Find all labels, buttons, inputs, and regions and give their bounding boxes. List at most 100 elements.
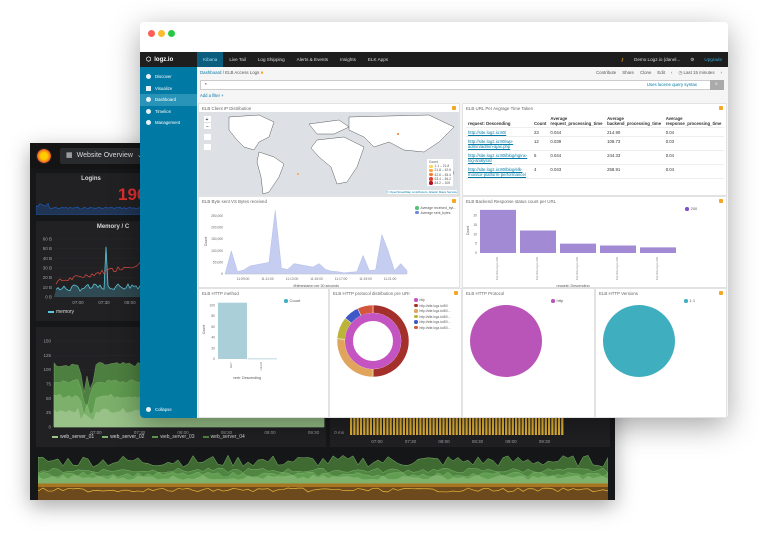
panel-menu-icon[interactable] — [719, 291, 723, 295]
nav-elk-apps[interactable]: ELK Apps — [367, 57, 389, 62]
y-tick-label: 100,000 — [211, 249, 223, 253]
search-input[interactable]: * Uses lucene query syntax — [200, 80, 714, 90]
legend-item[interactable]: http://site.logz.io:80/... — [414, 320, 451, 326]
gear-icon[interactable]: ⚙ — [690, 56, 695, 62]
y-tick-label: 15 — [473, 223, 477, 227]
sidebar-item-visualize[interactable]: Visualize — [140, 83, 197, 95]
nav-kibana[interactable]: Kibana — [197, 52, 224, 67]
collapse-button[interactable]: Collapse — [140, 404, 197, 416]
grafana-logo-icon[interactable] — [36, 148, 52, 164]
upgrade-link[interactable]: Upgrade — [704, 57, 722, 62]
panel-menu-icon[interactable] — [452, 106, 456, 110]
x-tick-label: 11:17:00 — [335, 277, 348, 281]
table-cell: 5 — [532, 150, 549, 165]
bar — [520, 230, 556, 253]
panel-menu-icon[interactable] — [719, 106, 723, 110]
nav-alerts-events[interactable]: Alerts & Events — [296, 57, 329, 62]
y-tick-label: 5 — [475, 242, 477, 246]
sidebar-item-timelion[interactable]: Timelion — [140, 106, 197, 118]
column-header[interactable]: Count — [532, 114, 549, 128]
memory-line — [55, 246, 146, 292]
y-tick-label: 10 B — [43, 285, 52, 290]
url-cell[interactable]: http://site.logz.io:80/wp-admin/admin-aj… — [466, 136, 532, 151]
latency-bar — [412, 413, 415, 435]
column-header[interactable]: request: Descending — [466, 114, 532, 128]
panel-menu-icon[interactable] — [454, 291, 458, 295]
bar-chart-icon — [146, 85, 151, 91]
y-tick-label: 0 — [475, 251, 477, 255]
y-tick-label: 0 — [221, 272, 223, 276]
y-tick-label: 60 B — [43, 237, 52, 242]
add-filter-link[interactable]: Add a filter + — [200, 93, 224, 98]
search-button[interactable]: ⌕ — [710, 80, 724, 90]
dashboard-title: Website Overview — [76, 152, 133, 159]
legend-item[interactable]: http — [414, 298, 451, 304]
latency-bar — [350, 413, 353, 435]
legend-item[interactable]: http://site.logz.io:80/... — [414, 309, 451, 315]
sidebar-item-management[interactable]: Management — [140, 117, 197, 129]
y-tick-label: 100 — [43, 367, 51, 372]
y-tick-label: 10 — [473, 232, 477, 236]
fit-bounds-button — [204, 144, 211, 150]
latency-bar — [422, 413, 425, 435]
table-row: http://site.logz.io:80/blog/nginx-log-an… — [466, 150, 724, 165]
url-cell[interactable]: http://site.logz.io:80/ — [466, 127, 532, 137]
key-icon[interactable]: ⚷ — [620, 56, 625, 62]
time-picker[interactable]: ◷ Last 15 minutes — [678, 70, 715, 75]
table-cell: 214.90 — [605, 127, 664, 137]
protocol-dist-panel: ELB HTTP protocol distribution pre URI h… — [329, 288, 462, 418]
url-cell[interactable]: http://site.logz.io:80/blog/elk-monitor-… — [466, 164, 532, 179]
breadcrumb-dashboard[interactable]: Dashboard — [200, 70, 222, 75]
map-attribution[interactable]: © OpenStreetMap contributors, Elastic Ma… — [386, 190, 457, 194]
legend-item[interactable]: http://site.logz.io:80/ — [414, 304, 451, 310]
dashboard-picker[interactable]: ▦ Website Overview ⌄ — [60, 148, 149, 164]
y-tick-label: 40 B — [43, 256, 52, 261]
sidebar-item-dashboard[interactable]: Dashboard — [140, 94, 197, 106]
url-link[interactable]: http://site.logz.io:80/ — [468, 129, 507, 135]
time-forward-button[interactable]: › — [720, 70, 722, 75]
column-header[interactable]: Average response_processing_time — [663, 114, 724, 128]
panel-menu-icon[interactable] — [719, 199, 723, 203]
panel-title: ELB Byte sent VS Bytes received — [202, 199, 267, 204]
minimize-window-button[interactable] — [158, 30, 165, 37]
nav-live-tail[interactable]: Live Tail — [229, 57, 246, 62]
lucene-syntax-link[interactable]: Uses lucene query syntax — [646, 82, 697, 87]
x-axis-label: @timestamp per 30 seconds — [293, 284, 339, 288]
world-map[interactable]: + − — [199, 112, 460, 196]
url-link[interactable]: http://site.logz.io:80/wp-admin/admin-aj… — [468, 138, 514, 149]
column-header[interactable]: Average backend_processing_time — [605, 114, 664, 128]
nav-log-shipping[interactable]: Log Shipping — [257, 57, 285, 62]
account-menu[interactable]: Demo Logz.io (danel... — [634, 57, 681, 62]
latency-bar — [419, 413, 422, 435]
status-panel: ELB Backend Response status count per UR… — [462, 196, 727, 288]
share-button[interactable]: Share — [622, 70, 634, 75]
legend-item[interactable]: http://site.logz.io:80/... — [414, 326, 451, 332]
logzio-logo[interactable]: ⬡ logz.io — [146, 56, 174, 64]
versions-pie-chart — [603, 305, 675, 377]
url-link[interactable]: http://site.logz.io:80/blog/nginx-log-an… — [468, 152, 528, 163]
method-panel: ELB HTTP method 0 20 40 60 80 100 GET HEAD verb:… — [198, 288, 329, 418]
url-link[interactable]: http://site.logz.io:80/blog/elk-monitor-… — [468, 166, 527, 177]
edit-button[interactable]: Edit — [657, 70, 665, 75]
contribute-button[interactable]: Contribute — [595, 70, 617, 75]
latency-bar — [557, 413, 561, 435]
table-cell: 12 — [532, 136, 549, 151]
x-axis-label: request: Descending — [557, 284, 590, 288]
close-window-button[interactable] — [148, 30, 155, 37]
latency-bar — [386, 413, 389, 435]
latency-bar — [534, 413, 537, 435]
url-cell[interactable]: http://site.logz.io:80/blog/nginx-log-an… — [466, 150, 532, 165]
latency-bar — [409, 413, 412, 435]
latency-bar — [432, 413, 435, 435]
sidebar-item-discover[interactable]: Discover — [140, 71, 197, 83]
legend-item[interactable]: http://site.logz.io:80/... — [414, 315, 451, 321]
bar-get — [218, 302, 247, 359]
nav-insights[interactable]: Insights — [340, 57, 356, 62]
time-back-button[interactable]: ‹ — [671, 70, 673, 75]
maximize-window-button[interactable] — [168, 30, 175, 37]
table-cell: 108.73 — [605, 136, 664, 151]
y-tick-label: 0 ms — [334, 430, 345, 435]
column-header[interactable]: Average request_processing_time — [548, 114, 606, 128]
panel-menu-icon[interactable] — [452, 199, 456, 203]
clone-button[interactable]: Clone — [639, 70, 652, 75]
